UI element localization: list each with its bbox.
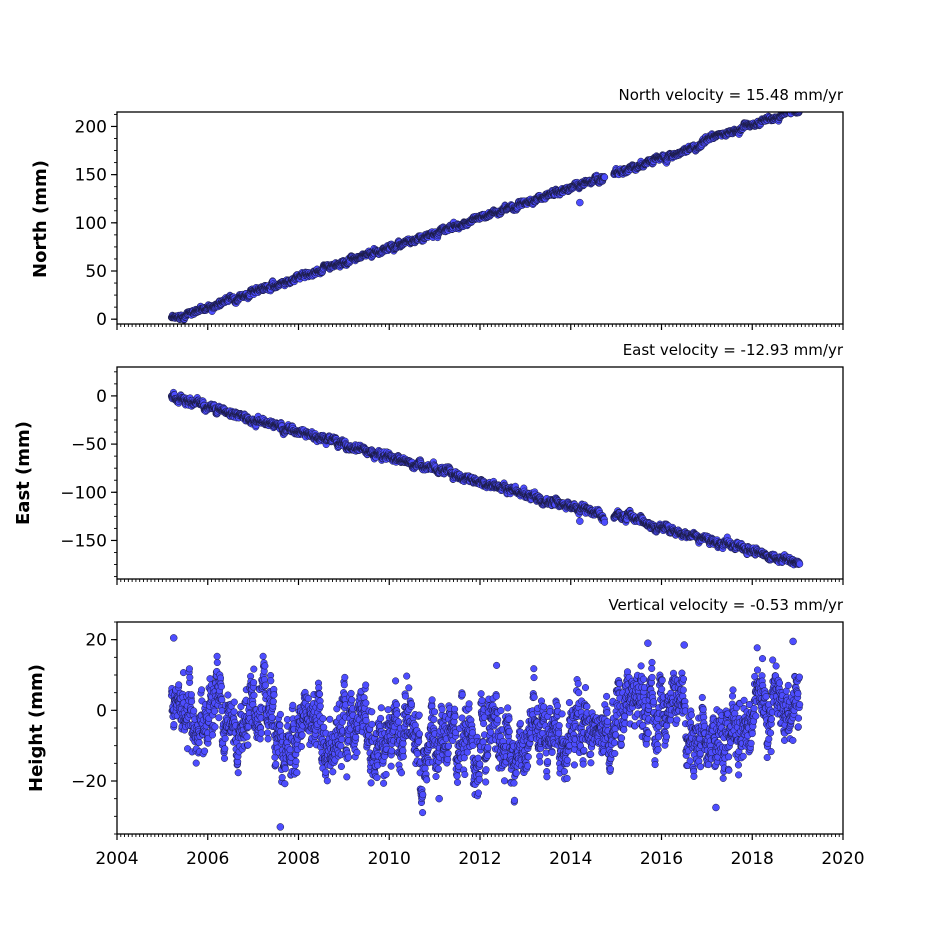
outlier-point: [576, 198, 584, 207]
north-panel: North velocity = 15.48 mm/yr North (mm) …: [30, 86, 844, 330]
data-point: [796, 112, 803, 115]
y-tick-label: 200: [75, 117, 107, 137]
east-data-points: [167, 388, 804, 569]
data-point: [789, 105, 796, 112]
y-tick-label: 50: [85, 262, 107, 282]
data-point: [790, 104, 797, 111]
east-panel: East velocity = -12.93 mm/yr East (mm) 0…: [13, 341, 844, 585]
y-tick-label: 0: [96, 310, 107, 330]
north-axis-label: North (mm): [30, 160, 51, 278]
north-data-points: [167, 104, 803, 324]
data-point: [601, 173, 609, 181]
y-tick-label: 150: [75, 166, 107, 186]
east-axis-label: East (mm): [13, 421, 34, 525]
data-point: [601, 518, 609, 526]
y-tick-label: 100: [75, 214, 107, 234]
east-velocity-title: East velocity = -12.93 mm/yr: [623, 341, 844, 359]
north-velocity-title: North velocity = 15.48 mm/yr: [619, 86, 844, 104]
